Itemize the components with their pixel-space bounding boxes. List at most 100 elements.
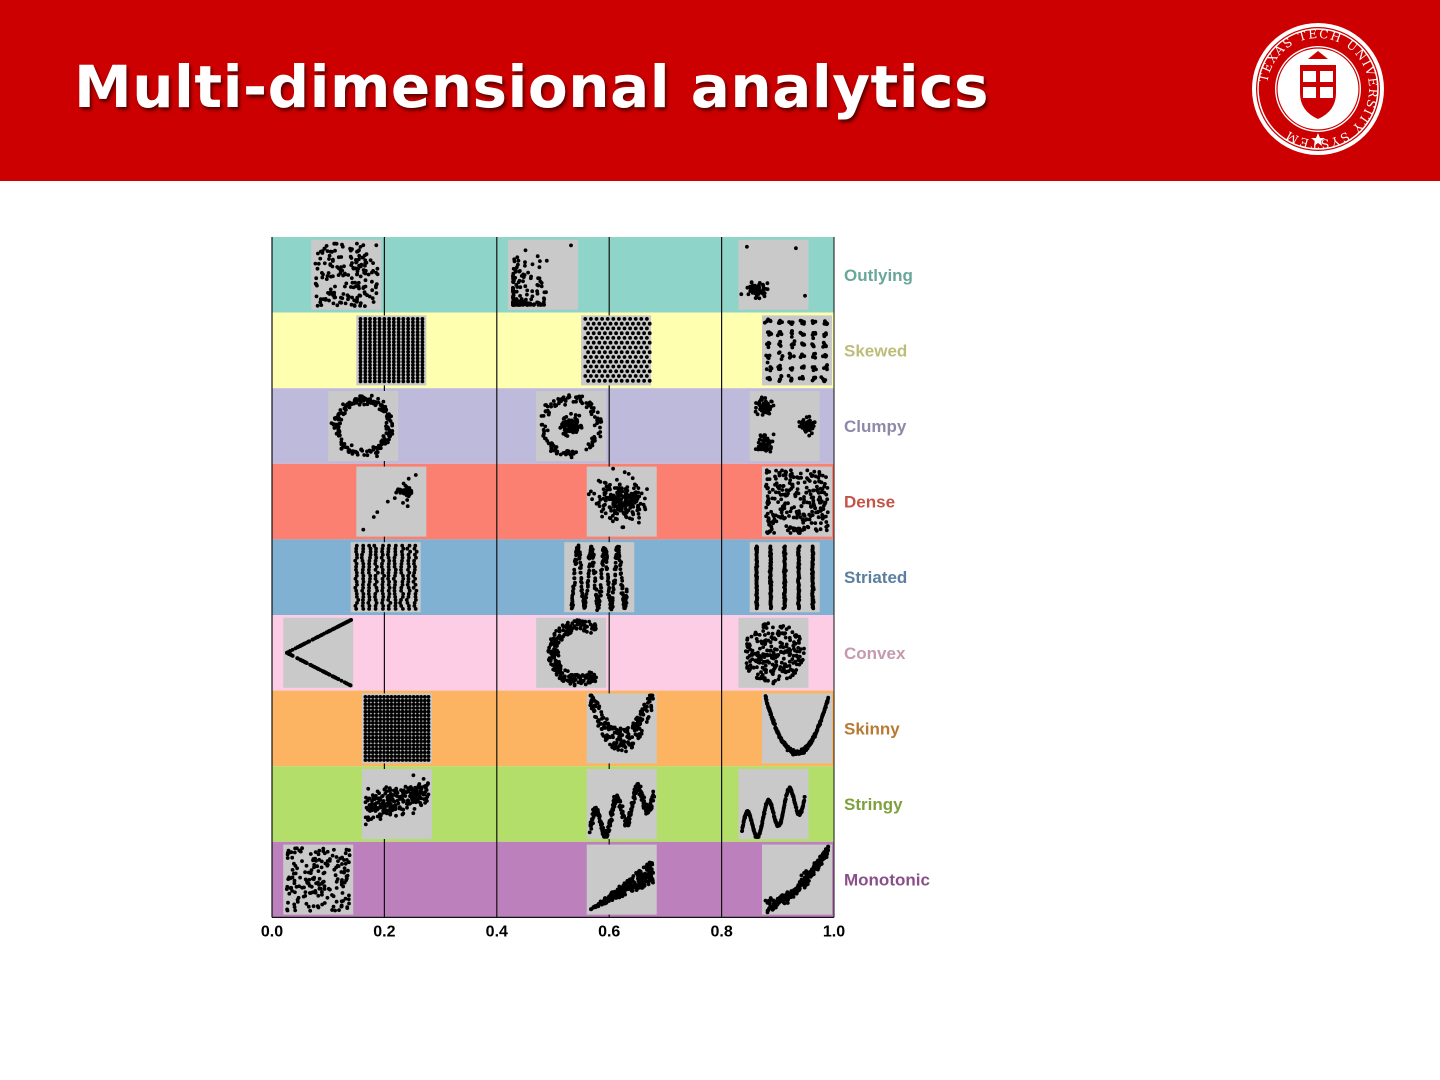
scatter-point [625,378,630,383]
scatter-point [360,567,365,572]
scatter-point [623,745,628,750]
scatter-point [363,758,368,762]
scatter-point [604,495,609,500]
scatter-point [411,330,415,334]
scatter-point [786,501,790,506]
scatter-point [399,598,403,602]
scatter-point [607,505,612,510]
scatter-point [419,709,423,714]
scatter-point [393,698,397,703]
scatter-point [381,595,386,599]
scatter-point [400,739,405,744]
scatter-point [422,739,427,744]
scatter-point [382,376,387,380]
scatter-point [393,713,397,718]
scatter-point [762,433,767,437]
scatter-point [617,364,621,369]
scatter-point [611,582,616,587]
scatter-point [393,546,398,551]
scatter-point [358,274,363,279]
scatter-point [798,497,803,501]
scatter-point [586,369,590,374]
scatter-point [577,552,581,557]
scatter-point [340,244,345,249]
scatter-point [377,353,382,357]
scatter-point [786,373,791,378]
scatter-point [355,582,359,587]
scatter-point [355,272,359,277]
seal-logo: TEXAS TECH UNIVERSITY SYSTEM [1252,23,1384,155]
scatter-point [361,564,366,569]
scatter-point [363,822,368,827]
scatter-point [745,285,750,290]
scatter-point [552,633,557,637]
mini-scatter-panel [356,315,427,386]
scatter-point [597,500,601,505]
scatter-point [331,422,336,426]
scatter-point [789,378,793,383]
scatter-point [415,376,420,380]
scatter-point [333,417,337,421]
scatter-point [556,641,560,645]
scatter-point [602,480,607,485]
scatter-point [790,471,794,476]
scatter-point [414,555,418,560]
scatter-point [779,515,783,520]
scatter-point [564,629,568,634]
scatter-point [327,257,331,261]
scatter-point [411,585,416,590]
scatter-point [382,713,386,718]
scatter-point [600,713,604,717]
scatter-point [392,592,397,596]
scatter-point [349,443,354,448]
scatter-point [583,355,588,359]
scatter-point [579,584,584,589]
slide-title: Multi-dimensional analytics [74,53,990,121]
scatter-point [792,646,796,651]
scatter-point [789,322,794,326]
scatter-point [518,285,523,290]
scatter-point [426,739,431,744]
scatter-point [608,350,613,355]
scatter-point [355,249,359,254]
scatter-point [361,573,366,578]
scatter-point [408,743,412,747]
scatter-point [824,475,828,479]
scatter-point [406,330,410,334]
scatter-point [382,323,387,328]
scatter-point [586,378,590,383]
scatter-point [583,326,588,331]
scatter-point [396,721,401,725]
scatter-point [761,629,766,633]
scatter-point [419,695,423,699]
scatter-point [523,284,528,289]
scatter-point [354,546,359,551]
scatter-point [392,555,397,560]
scatter-point [529,274,533,279]
scatter-point [766,631,771,636]
scatter-point [382,698,386,703]
scatter-point [380,588,385,593]
scatter-point [615,511,620,516]
scatter-point [378,702,383,707]
scatter-point [315,635,320,639]
scatter-point [401,366,406,371]
scatter-point [586,680,591,685]
scatter-point [379,555,384,560]
scatter-point [572,682,577,687]
scatter-point [327,672,331,677]
scatter-point [361,549,365,554]
scatter-point [354,567,358,572]
scatter-point [801,376,805,381]
scatter-point [383,409,388,414]
scatter-point [639,345,644,350]
scatter-point [360,588,365,593]
scatter-point [342,264,346,269]
scatter-point [387,369,391,374]
scatter-point [379,564,384,569]
scatter-point [338,271,343,275]
scatter-point [378,728,383,733]
scatter-point [372,326,377,331]
scatter-point [396,743,401,747]
scatter-point [411,758,416,762]
